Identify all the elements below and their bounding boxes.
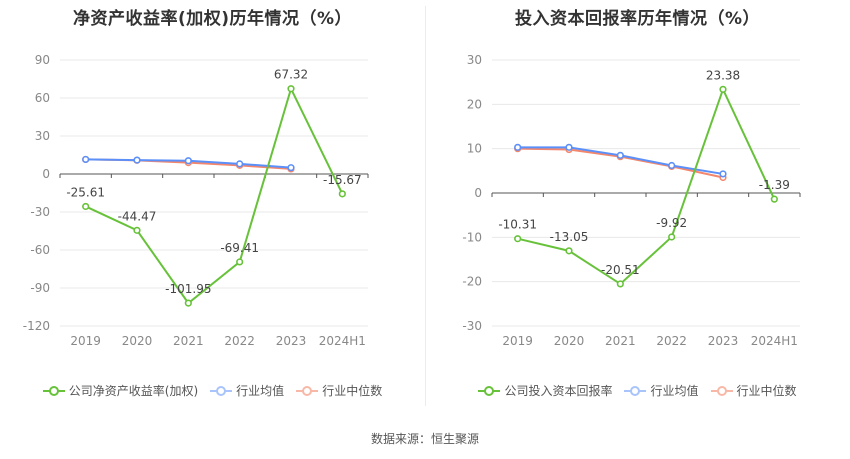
data-source-label: 数据来源：恒生聚源 xyxy=(370,432,479,446)
y-tick-label: -120 xyxy=(23,319,50,333)
x-tick-label: 2022 xyxy=(224,334,255,348)
data-label: -10.31 xyxy=(498,218,537,232)
data-label: -69.41 xyxy=(220,241,259,255)
data-label: 23.38 xyxy=(706,68,740,82)
data-label: -13.05 xyxy=(550,230,589,244)
data-point-industry_avg xyxy=(82,155,90,164)
legend-label: 行业中位数 xyxy=(322,384,383,398)
data-label: -44.47 xyxy=(118,209,157,223)
data-point-company xyxy=(565,247,573,255)
roic-chart-title: 投入资本回报率历年情况（%） xyxy=(514,9,761,29)
data-point-company xyxy=(770,195,778,203)
data-point-company xyxy=(338,190,346,198)
x-tick-label: 2020 xyxy=(554,334,585,348)
y-tick-label: 60 xyxy=(35,91,50,105)
data-label: 67.32 xyxy=(274,68,308,82)
roe-chart-title: 净资产收益率(加权)历年情况（%） xyxy=(72,9,353,29)
legend-label: 公司净资产收益率(加权) xyxy=(68,384,199,398)
data-point-company xyxy=(184,299,192,307)
y-tick-label: -90 xyxy=(30,281,50,295)
y-tick-label: 20 xyxy=(467,97,482,111)
legend-company-line-icon xyxy=(478,385,501,396)
y-tick-label: 10 xyxy=(467,142,482,156)
roe-chart: 90 60 30 0 -30 -60 -90 -120 2019 2020 2021 2022 2023… xyxy=(23,53,369,348)
data-point-company xyxy=(616,280,624,288)
data-point-industry_avg xyxy=(236,160,244,168)
data-point-industry_avg xyxy=(719,170,727,178)
y-tick-label: -30 xyxy=(462,319,482,333)
y-tick-label: -10 xyxy=(462,230,482,244)
legend-label: 行业均值 xyxy=(236,384,285,398)
data-point-company xyxy=(133,226,141,234)
y-tick-label: 30 xyxy=(35,129,50,143)
data-point-industry_avg xyxy=(565,143,573,151)
data-point-company xyxy=(287,85,295,93)
data-label: -9.92 xyxy=(656,216,687,230)
data-point-company xyxy=(668,233,676,241)
legend-label: 公司投入资本回报率 xyxy=(504,384,613,398)
data-point-company xyxy=(82,202,90,211)
x-tick-label: 2019 xyxy=(70,334,101,348)
y-tick-label: -20 xyxy=(462,275,482,289)
data-point-company xyxy=(514,235,522,243)
legend-median-line-icon xyxy=(296,385,319,396)
legend-item-industry-avg[interactable]: 行业均值 xyxy=(624,382,699,399)
legend-item-company[interactable]: 公司投入资本回报率 xyxy=(478,382,612,399)
legend-item-industry-median[interactable]: 行业中位数 xyxy=(710,382,797,399)
data-point-company xyxy=(719,85,727,93)
data-point-industry_avg xyxy=(133,156,141,164)
data-point-industry_avg xyxy=(514,143,522,151)
series-line-company xyxy=(85,85,344,305)
legend-median-line-icon xyxy=(710,385,733,396)
x-tick-label: 2022 xyxy=(656,334,687,348)
data-point-company xyxy=(236,258,244,266)
legend-label: 行业中位数 xyxy=(736,384,797,398)
data-label: -1.39 xyxy=(759,178,790,192)
data-point-industry_avg xyxy=(287,164,295,172)
y-tick-label: 30 xyxy=(467,53,482,67)
roic-chart: 30 20 10 0 -10 -20 -30 2019 2020 2021 2022 2023 2024… xyxy=(462,53,801,348)
y-tick-label: -30 xyxy=(30,205,50,219)
legend-company-line-icon xyxy=(42,385,65,396)
data-point-industry_avg xyxy=(668,161,676,170)
y-tick-label: -60 xyxy=(30,243,50,257)
data-point-industry_avg xyxy=(184,157,192,165)
legend-item-industry-avg[interactable]: 行业均值 xyxy=(210,382,284,399)
y-tick-label: 90 xyxy=(35,53,50,67)
roic-legend: 公司投入资本回报率 行业均值 行业中位数 xyxy=(425,382,850,399)
y-tick-label: 0 xyxy=(42,167,50,181)
legend-avg-line-icon xyxy=(210,385,233,396)
data-point-industry_avg xyxy=(616,151,624,159)
x-tick-label: 2019 xyxy=(502,334,533,348)
legend-item-company[interactable]: 公司净资产收益率(加权) xyxy=(42,382,199,399)
series-line-company xyxy=(517,86,776,286)
data-label: -25.61 xyxy=(66,185,105,199)
data-label: -20.51 xyxy=(601,263,640,277)
legend-avg-line-icon xyxy=(624,385,647,396)
data-label: -101.95 xyxy=(165,282,211,296)
x-tick-label: 2023 xyxy=(276,334,307,348)
legend-item-industry-median[interactable]: 行业中位数 xyxy=(296,382,382,399)
x-tick-label: 2024H1 xyxy=(319,334,366,348)
roic-chart-panel: 投入资本回报率历年情况（%） 30 20 10 0 -10 -20 -30 2019 2020 2… xyxy=(425,0,850,410)
x-tick-label: 2023 xyxy=(708,334,739,348)
x-tick-label: 2024H1 xyxy=(751,334,798,348)
roe-chart-panel: 净资产收益率(加权)历年情况（%） 90 60 30 0 -30 -60 -90 -120 20… xyxy=(0,0,425,410)
panel-divider xyxy=(425,6,426,406)
x-tick-label: 2021 xyxy=(173,334,204,348)
legend-label: 行业均值 xyxy=(650,384,699,398)
x-tick-label: 2021 xyxy=(605,334,636,348)
data-label: -15.67 xyxy=(323,173,362,187)
roe-legend: 公司净资产收益率(加权) 行业均值 行业中位数 xyxy=(0,382,425,399)
x-tick-label: 2020 xyxy=(122,334,153,348)
y-tick-label: 0 xyxy=(474,186,482,200)
